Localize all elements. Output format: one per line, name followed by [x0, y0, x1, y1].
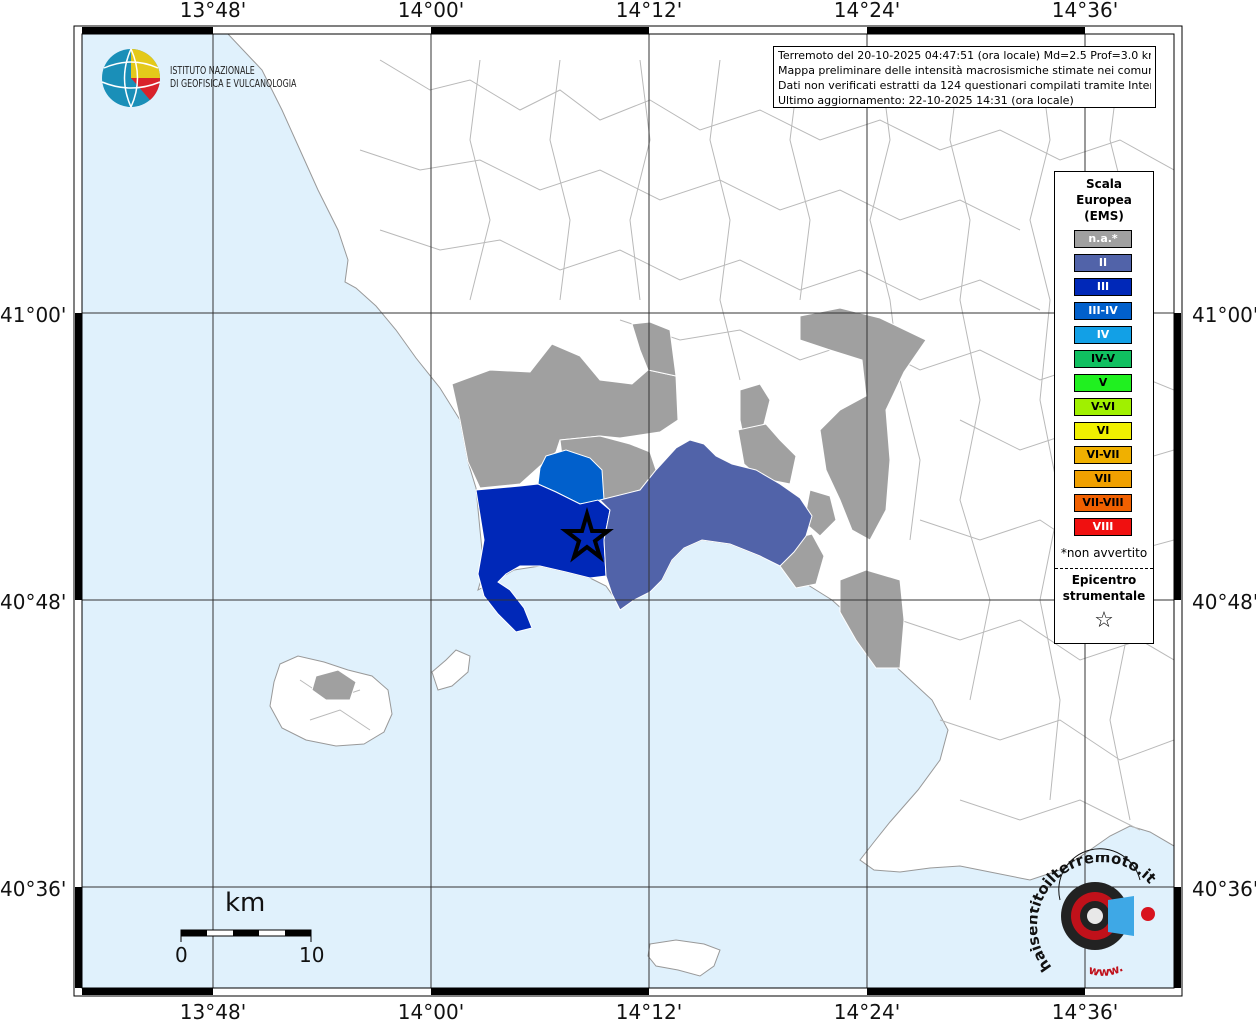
- lat-label-right: 40°36': [1192, 877, 1256, 901]
- legend-swatch: IV: [1074, 326, 1132, 344]
- lat-label-left: 40°48': [0, 590, 67, 614]
- lon-label-top: 14°24': [833, 0, 901, 22]
- legend-epicenter-label: Epicentro strumentale: [1055, 572, 1153, 604]
- ingv-logo-text: ISTITUTO NAZIONALE DI GEOFISICA E VULCAN…: [170, 64, 296, 90]
- legend-swatch: III: [1074, 278, 1132, 296]
- haisentito-logo-prefix: www.: [1087, 960, 1125, 979]
- legend-swatch: n.a.*: [1074, 230, 1132, 248]
- lat-label-left: 41°00': [0, 303, 67, 327]
- legend-epicenter-line1: Epicentro: [1071, 573, 1137, 587]
- ingv-logo-globe-icon: [101, 48, 161, 108]
- haisentito-logo-icon: [1058, 848, 1155, 950]
- lon-label-bottom: 14°12': [615, 1000, 683, 1024]
- legend-swatch: VII-VIII: [1074, 494, 1132, 512]
- scale-end: 10: [299, 943, 325, 967]
- haisentito-logo-text: haisentitoilterremoto.it www.: [1030, 855, 1160, 979]
- legend-swatch: III-IV: [1074, 302, 1132, 320]
- haisentito-logo-main-text: haisentitoilterremoto.it: [1030, 855, 1160, 975]
- legend-star-icon: ☆: [1094, 608, 1114, 633]
- lat-label-right: 40°48': [1192, 590, 1256, 614]
- ems-legend: Scala Europea (EMS) n.a.* II III III-IV IV IV…: [1054, 171, 1154, 644]
- map-frame: [73, 25, 1183, 997]
- legend-title-line3: (EMS): [1084, 209, 1124, 223]
- legend-swatch: II: [1074, 254, 1132, 272]
- epicenter-star-icon: [560, 506, 614, 563]
- scale-start: 0: [175, 943, 188, 967]
- lon-label-bottom: 14°24': [833, 1000, 901, 1024]
- event-info-line3: Dati non verificati estratti da 124 ques…: [778, 79, 1151, 92]
- lat-label-left: 40°36': [0, 877, 67, 901]
- capri-island: [647, 939, 721, 977]
- procida-island: [431, 649, 471, 691]
- legend-swatch: VII: [1074, 470, 1132, 488]
- event-info-line4: Ultimo aggiornamento: 22-10-2025 14:31 (…: [778, 94, 1074, 107]
- legend-divider: [1055, 568, 1153, 569]
- lat-label-right: 41°00': [1192, 303, 1256, 327]
- graticule-lines: [82, 34, 1174, 988]
- svg-text:www.: www.: [1087, 960, 1125, 979]
- lon-label-bottom: 13°48': [179, 1000, 247, 1024]
- legend-swatch: V: [1074, 374, 1132, 392]
- lon-label-top: 14°36': [1051, 0, 1119, 22]
- ischia-island: [269, 655, 393, 747]
- lon-label-bottom: 14°00': [397, 1000, 465, 1024]
- svg-text:haisentitoilterremoto.it: haisentitoilterremoto.it: [1030, 855, 1160, 975]
- legend-swatch: V-VI: [1074, 398, 1132, 416]
- scale-bar: [180, 929, 312, 942]
- intensity-iii-area: [475, 483, 611, 633]
- ingv-logo-line1: ISTITUTO NAZIONALE: [170, 64, 255, 77]
- legend-epicenter-line2: strumentale: [1062, 589, 1146, 603]
- legend-swatch: VIII: [1074, 518, 1132, 536]
- lon-label-top: 14°12': [615, 0, 683, 22]
- event-info-line2: Mappa preliminare delle intensità macros…: [778, 64, 1151, 77]
- scale-unit: km: [225, 888, 266, 918]
- event-info-box: Terremoto del 20-10-2025 04:47:51 (ora l…: [773, 46, 1156, 108]
- event-info-line1: Terremoto del 20-10-2025 04:47:51 (ora l…: [778, 49, 1151, 62]
- legend-title-line1: Scala: [1085, 177, 1123, 191]
- legend-title-line2: Europea: [1076, 193, 1132, 207]
- lon-label-bottom: 14°36': [1051, 1000, 1119, 1024]
- intensity-ii-area: [599, 439, 813, 611]
- legend-not-felt-note: *non avvertito: [1060, 546, 1148, 560]
- legend-swatch: IV-V: [1074, 350, 1132, 368]
- legend-title: Scala Europea (EMS): [1055, 176, 1153, 224]
- lon-label-top: 13°48': [179, 0, 247, 22]
- ingv-logo-line2: DI GEOFISICA E VULCANOLOGIA: [170, 77, 297, 90]
- legend-swatch: VI: [1074, 422, 1132, 440]
- legend-swatch: VI-VII: [1074, 446, 1132, 464]
- lon-label-top: 14°00': [397, 0, 465, 22]
